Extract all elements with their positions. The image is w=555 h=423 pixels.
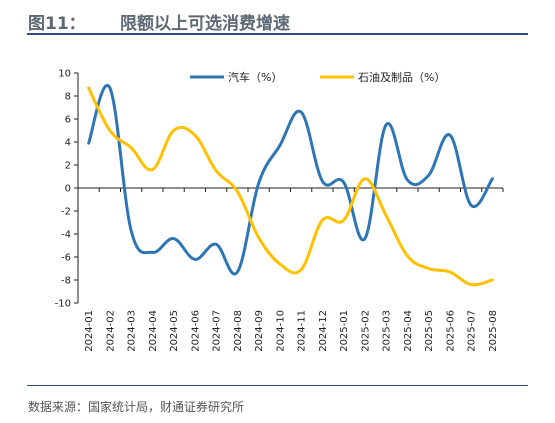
x-tick-label: 2025-01	[339, 310, 350, 352]
x-tick-label: 2024-08	[233, 310, 244, 352]
x-tick-label: 2024-11	[297, 310, 308, 352]
x-tick-label: 2024-07	[212, 310, 223, 352]
y-tick-label: 6	[65, 115, 71, 126]
line-chart: 10 8 6 4 2 0 -2 -4 -6 -8 -10 2024-01 2024-02 2024-03 2…	[55, 69, 504, 352]
x-tick-label: 2024-06	[190, 310, 201, 352]
y-tick-label: -6	[61, 253, 71, 264]
legend-label: 汽车（%）	[228, 70, 282, 84]
x-tick-label: 2025-08	[488, 310, 499, 352]
chart-axes: 10 8 6 4 2 0 -2 -4 -6 -8 -10 2024-01 2024-02 2024-03 2…	[55, 69, 504, 352]
footer-rule	[27, 385, 528, 386]
x-tick-label: 2025-03	[382, 310, 393, 352]
chart-series	[87, 83, 494, 287]
x-tick-label: 2025-04	[403, 310, 414, 352]
x-tick-label: 2024-03	[127, 310, 138, 352]
y-tick-label: 2	[65, 161, 71, 172]
x-tick-label: 2024-01	[84, 310, 95, 352]
y-tick-label: -4	[61, 230, 71, 241]
y-tick-label: 4	[65, 138, 71, 149]
x-tick-label: 2024-09	[254, 310, 265, 352]
series-line-petro	[87, 86, 494, 287]
header-rule	[27, 33, 528, 35]
y-tick-label: -10	[55, 299, 71, 310]
x-tick-label: 2024-12	[318, 310, 329, 352]
x-tick-label: 2024-10	[275, 310, 286, 352]
x-tick-label: 2025-07	[467, 310, 478, 352]
x-tick-label: 2024-05	[169, 310, 180, 352]
y-tick-label: 0	[65, 184, 71, 195]
series-line-auto	[87, 83, 494, 276]
chart-legend: 汽车（%） 石油及制品（%）	[190, 70, 445, 84]
y-tick-label: 8	[65, 92, 71, 103]
y-tick-label: 10	[58, 69, 71, 80]
x-tick-label: 2025-06	[445, 310, 456, 352]
y-tick-label: -2	[61, 207, 71, 218]
x-tick-label: 2024-02	[105, 310, 116, 352]
x-tick-label: 2024-04	[148, 310, 159, 352]
x-tick-label: 2025-05	[424, 310, 435, 352]
figure-title: 限额以上可选消费增速	[120, 14, 290, 34]
figure-header: 图11： 限额以上可选消费增速	[28, 6, 528, 34]
legend-label: 石油及制品（%）	[358, 70, 445, 84]
x-tick-label: 2025-02	[360, 310, 371, 352]
data-source: 数据来源：国家统计局，财通证券研究所	[28, 400, 245, 414]
y-tick-label: -8	[61, 276, 71, 287]
figure-number: 图11：	[28, 14, 86, 34]
